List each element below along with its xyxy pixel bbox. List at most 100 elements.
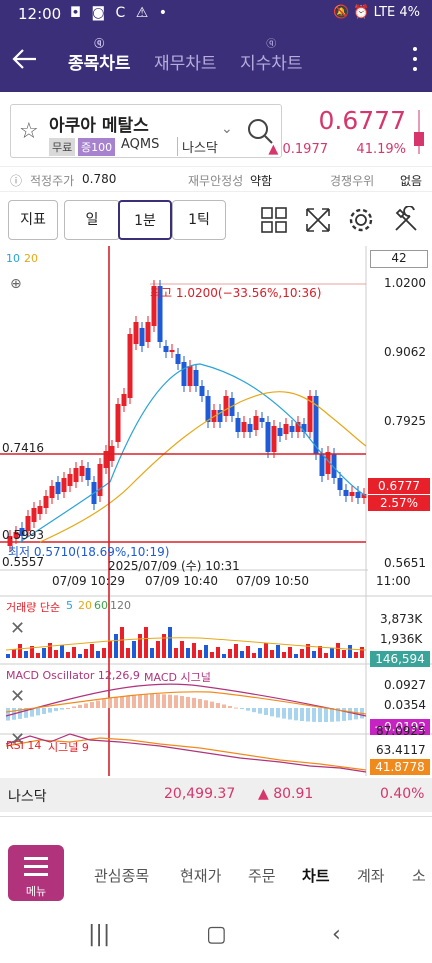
volume-axis-2: 1,936K (380, 632, 423, 646)
volume-bar (342, 650, 346, 658)
candle (349, 492, 355, 496)
volume-bar (6, 654, 10, 658)
candle (31, 508, 37, 522)
candle (103, 451, 109, 468)
macd-histogram-bar (18, 708, 22, 719)
rsi-signal-label: 시그널 9 (48, 741, 89, 754)
help-icon[interactable]: ⓘ (10, 174, 23, 188)
menu-button[interactable]: 메뉴 (8, 845, 64, 901)
candle (241, 422, 247, 432)
volume-bar (246, 646, 250, 658)
volume-bar (72, 647, 76, 658)
axis-price-4: 0.5651 (384, 556, 426, 570)
nav-chart[interactable]: 차트 (302, 867, 330, 885)
axis-price-2: 0.9062 (384, 345, 426, 359)
candle (259, 418, 265, 422)
recent-apps-icon[interactable]: ||| (88, 922, 111, 947)
candle (313, 396, 319, 454)
system-navigation: ||| ▢ ‹ (0, 912, 432, 963)
nav-order[interactable]: 주문 (248, 867, 276, 885)
rsi-axis-1: 87.0925 (376, 724, 426, 738)
close-panel-icon[interactable]: ✕ (10, 686, 26, 707)
back-arrow-icon[interactable] (10, 44, 40, 74)
tab-finance-chart[interactable]: 재무차트 (154, 54, 217, 74)
macd-tag: −0.0192 (370, 719, 430, 735)
back-icon[interactable]: ‹ (332, 922, 341, 947)
nav-more[interactable]: 소 (412, 867, 426, 885)
candle (61, 478, 67, 492)
candle (247, 424, 253, 432)
macd-histogram-bar (330, 708, 334, 722)
index-ticker-row[interactable]: 나스닥 20,499.37 ▲ 80.91 0.40% (0, 778, 432, 812)
stock-code: AQMS (121, 137, 160, 152)
nav-watchlist[interactable]: 관심종목 (94, 867, 150, 885)
settings-gear-icon[interactable] (347, 206, 375, 234)
candle (217, 410, 223, 422)
candle (7, 536, 13, 546)
nav-account[interactable]: 계좌 (357, 867, 385, 885)
period-day-button[interactable]: 일 (64, 200, 120, 240)
nav-current-price[interactable]: 현재가 (180, 867, 222, 885)
volume-bar (210, 652, 214, 658)
macd-histogram-bar (150, 694, 154, 708)
left-level-2: 0.5557 (2, 555, 44, 569)
status-right: 🔕 ⏰ LTE 4% (332, 5, 420, 20)
favorite-star-icon[interactable]: ☆ (19, 119, 39, 144)
candle (169, 350, 175, 352)
volume-bar (234, 644, 238, 658)
volume-bar (108, 641, 112, 658)
volume-bar (330, 648, 334, 658)
period-tick-button[interactable]: 1틱 (172, 200, 226, 240)
tools-icon[interactable] (392, 206, 420, 234)
volume-bar (288, 647, 292, 658)
axis-price-3: 0.7925 (384, 414, 426, 428)
close-panel-icon[interactable]: ✕ (10, 618, 26, 639)
grid-layout-icon[interactable] (260, 206, 288, 234)
stock-info-row: ⓘ 적정주가 0.780 재무안정성 약함 경쟁우위 없음 (0, 166, 432, 192)
candle (163, 346, 169, 352)
indicator-button[interactable]: 지표 (8, 200, 58, 240)
zoom-icon[interactable]: ⊕ (10, 276, 22, 292)
candle (223, 396, 229, 416)
volume-bar (102, 648, 106, 658)
search-icon[interactable] (246, 117, 274, 145)
fullscreen-icon[interactable] (304, 206, 332, 234)
volume-bar (126, 648, 130, 658)
crosshair-time: 2025/07/09 (수) 10:31 (108, 559, 240, 573)
macd-histogram-bar (54, 708, 58, 712)
fin-stability-value: 약함 (250, 174, 273, 188)
close-panel-icon[interactable]: ✕ (10, 729, 26, 750)
volume-bar (30, 646, 34, 658)
candle (229, 398, 235, 416)
candle (319, 454, 325, 476)
tab-stock-chart[interactable]: ⓠ 종목차트 (68, 39, 131, 74)
macd-histogram-bar (336, 708, 340, 722)
tab-index-chart[interactable]: ⓠ 지수차트 (240, 39, 303, 74)
home-icon[interactable]: ▢ (206, 922, 227, 947)
macd-histogram-bar (258, 708, 262, 714)
mini-candle-icon (414, 110, 424, 154)
macd-histogram-bar (216, 703, 220, 708)
volume-bar (318, 646, 322, 658)
macd-histogram-bar (348, 708, 352, 721)
help-icon: ⓠ (266, 39, 277, 50)
more-menu-icon[interactable] (412, 44, 418, 74)
period-minute-button[interactable]: 1분 (118, 200, 172, 240)
macd-histogram-bar (174, 695, 178, 708)
chevron-down-icon[interactable]: ⌄ (221, 121, 233, 137)
time-label-4: 11:00 (376, 574, 411, 588)
volume-bar (150, 648, 154, 658)
rsi-axis-2: 63.4117 (376, 743, 426, 757)
volume-bar (42, 648, 46, 658)
candle (145, 322, 151, 342)
candle-count-box[interactable]: 42 (370, 250, 428, 268)
stock-chart[interactable]: 10 20 ⊕ 42 최고 1.0200(−33.56%,10:36) 최저 0… (0, 246, 432, 776)
free-badge: 무료 (49, 138, 76, 156)
volume-bar (276, 645, 280, 658)
stock-search-box[interactable]: ☆ 아쿠아 메탈스 무료 증100 AQMS 나스닥 ⌄ (10, 104, 282, 158)
macd-histogram-bar (210, 701, 214, 708)
volume-ma-line (5, 637, 367, 651)
volume-bar (264, 643, 268, 658)
volume-bar (36, 653, 40, 658)
chart-canvas[interactable] (0, 246, 432, 776)
